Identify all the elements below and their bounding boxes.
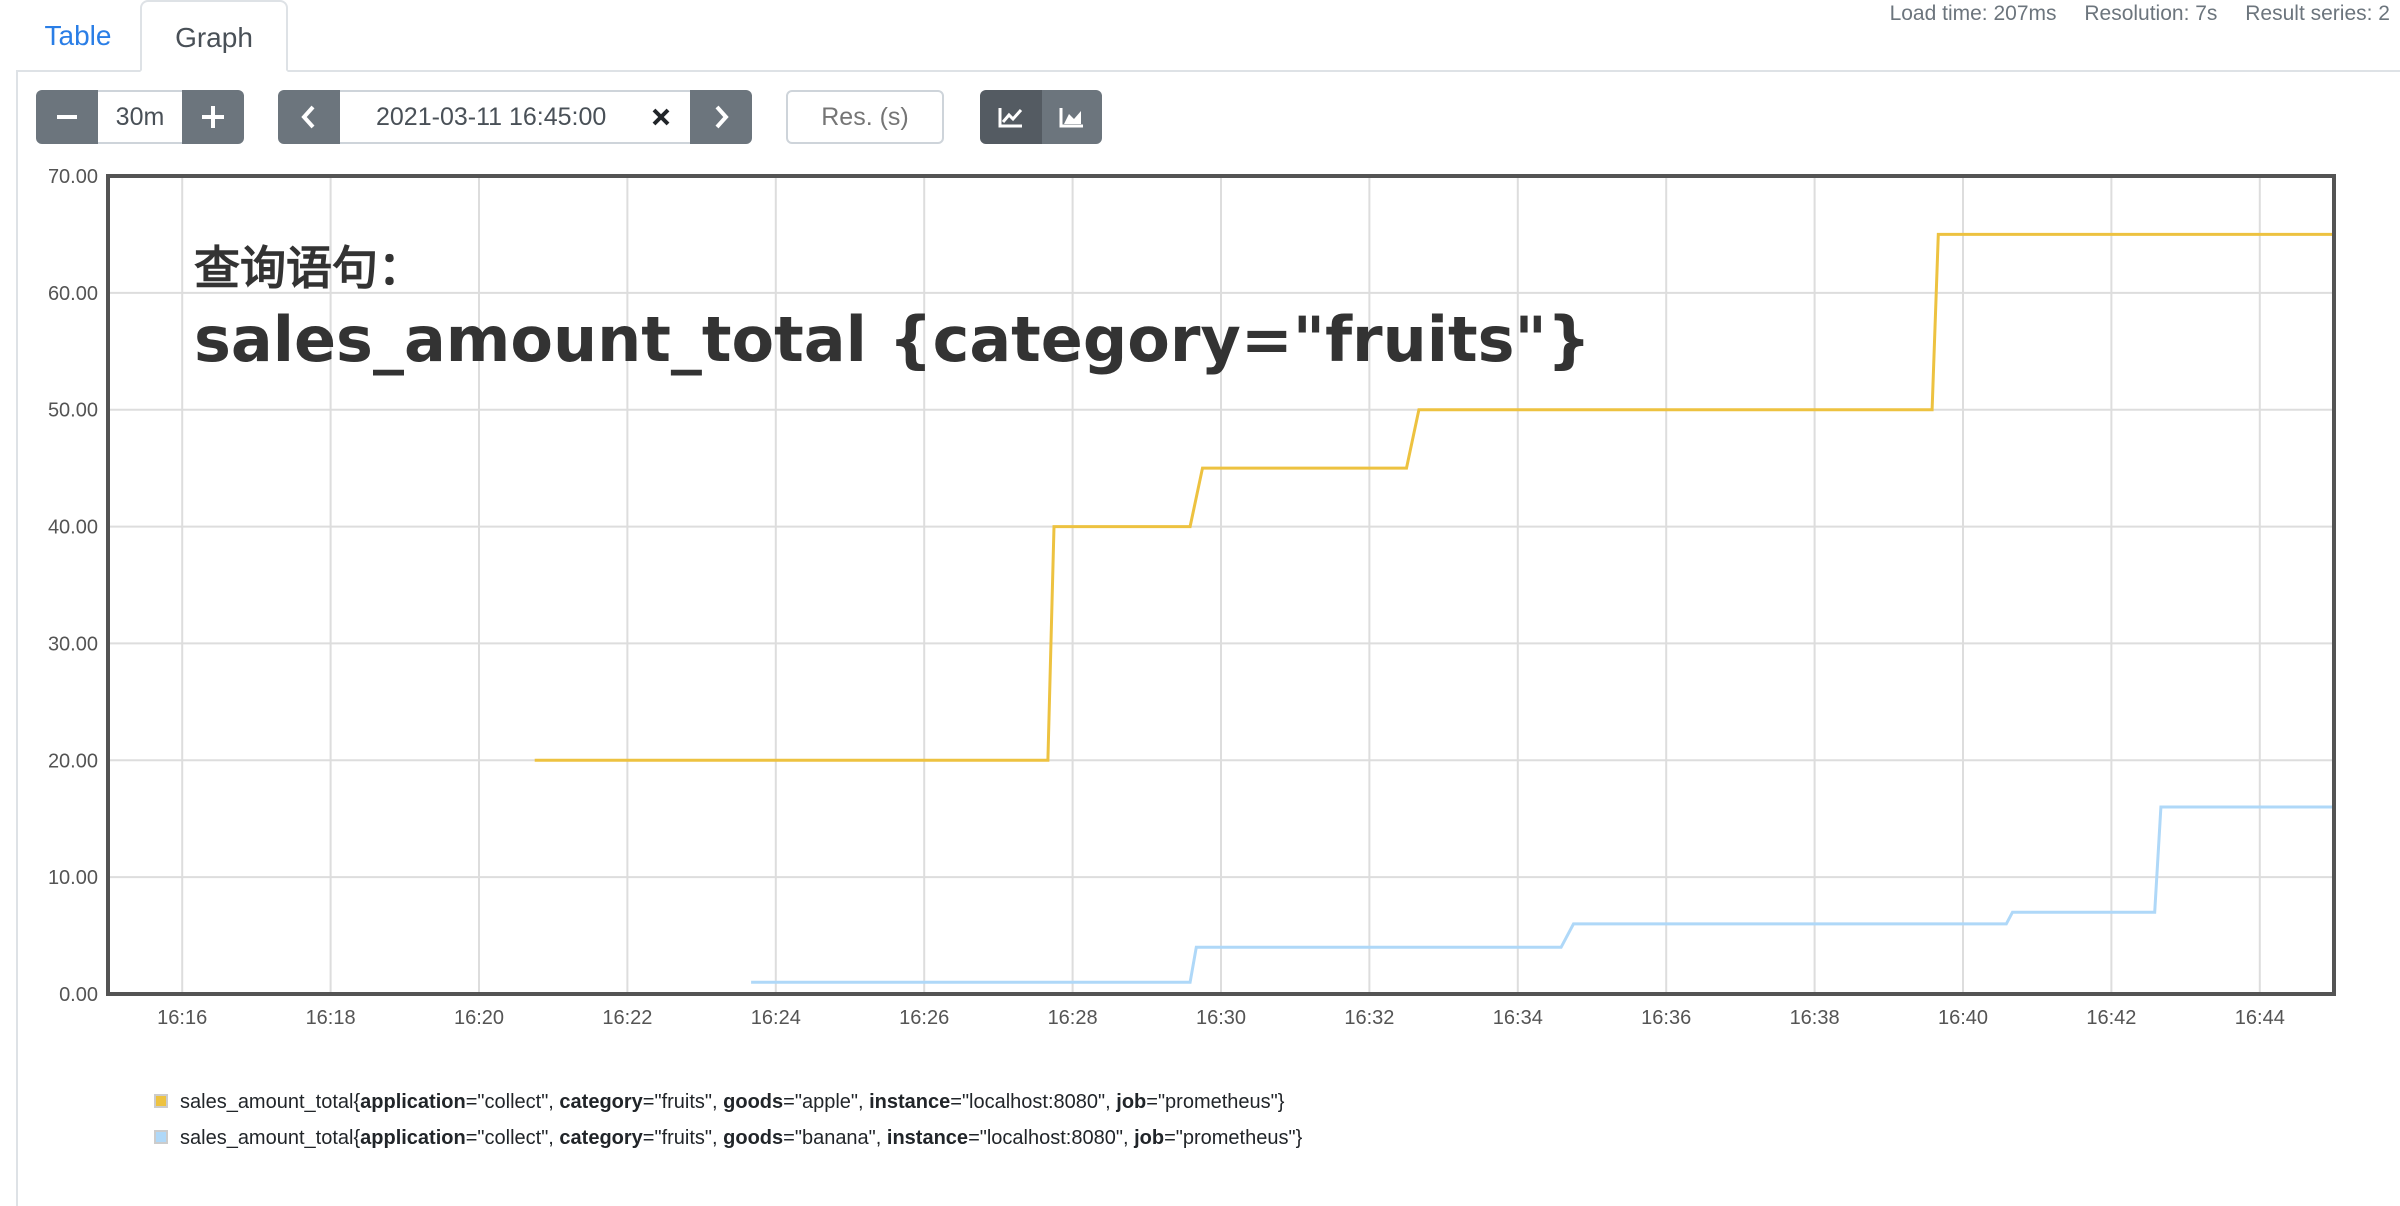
label-key: category	[559, 1127, 643, 1149]
resolution-input[interactable]	[786, 90, 944, 144]
x-tick-label: 16:26	[899, 1007, 949, 1029]
label-key: job	[1116, 1091, 1147, 1113]
legend-suffix: }	[1277, 1091, 1285, 1113]
legend-metric-name: sales_amount_total{	[180, 1091, 361, 1113]
label-value: "prometheus"	[1157, 1091, 1278, 1113]
label-value: "fruits"	[654, 1091, 713, 1113]
series-line-1	[534, 232, 2334, 762]
end-time-input[interactable]: 2021-03-11 16:45:00	[340, 90, 690, 144]
label-key: instance	[869, 1091, 951, 1113]
x-tick-label: 16:44	[2235, 1007, 2285, 1029]
line-chart-button[interactable]	[980, 90, 1042, 144]
chevron-left-icon	[301, 105, 315, 129]
y-tick-label: 40.00	[48, 517, 98, 539]
x-tick-label: 16:20	[454, 1007, 504, 1029]
resolution-stat: Resolution: 7s	[2084, 2, 2218, 25]
legend-suffix: }	[1295, 1127, 1303, 1149]
end-time-value: 2021-03-11 16:45:00	[376, 102, 607, 131]
legend-metric-name: sales_amount_total{	[180, 1127, 361, 1149]
minus-icon	[57, 115, 77, 119]
x-tick-label: 16:36	[1641, 1007, 1691, 1029]
y-tick-label: 20.00	[48, 750, 98, 772]
x-tick-label: 16:30	[1196, 1007, 1246, 1029]
y-tick-label: 0.00	[59, 984, 98, 1006]
label-key: instance	[886, 1127, 969, 1149]
label-value: "collect"	[477, 1091, 549, 1113]
label-value: "collect"	[477, 1127, 549, 1149]
tab-graph[interactable]: Graph	[140, 0, 288, 72]
legend-swatch	[154, 1093, 168, 1108]
line-chart-icon	[998, 108, 1023, 128]
label-key: application	[360, 1091, 466, 1113]
plus-icon	[202, 106, 224, 128]
tab-bar: Table Graph	[16, 0, 2392, 72]
clear-end-time-button[interactable]	[648, 104, 674, 130]
decrease-range-button[interactable]	[36, 90, 98, 144]
label-value: "prometheus"	[1175, 1127, 1296, 1149]
legend-item[interactable]: sales_amount_total{application="collect"…	[154, 1084, 1302, 1120]
area-chart-icon	[1059, 108, 1083, 128]
label-value: "apple"	[794, 1091, 858, 1113]
next-time-button[interactable]	[690, 90, 752, 144]
x-tick-label: 16:22	[602, 1007, 652, 1029]
chart-legend: sales_amount_total{application="collect"…	[154, 1084, 1302, 1156]
label-key: job	[1134, 1127, 1165, 1149]
x-tick-label: 16:24	[751, 1007, 801, 1029]
plot-border	[106, 174, 2336, 996]
load-time: Load time: 207ms	[1889, 2, 2057, 25]
x-tick-label: 16:18	[306, 1007, 356, 1029]
y-tick-label: 10.00	[48, 867, 98, 889]
query-annotation-heading: 查询语句：	[194, 241, 424, 295]
x-tick-label: 16:40	[1938, 1007, 1988, 1029]
tab-table[interactable]: Table	[44, 20, 112, 51]
area-chart-button[interactable]	[1042, 90, 1102, 144]
result-series-count: Result series: 2	[2245, 2, 2390, 25]
label-key: goods	[723, 1091, 784, 1113]
tab-divider	[16, 70, 2400, 72]
legend-item[interactable]: sales_amount_total{application="collect"…	[154, 1120, 1302, 1156]
query-annotation-expression: sales_amount_total {category="fruits"}	[194, 303, 1591, 376]
x-tick-label: 16:28	[1048, 1007, 1098, 1029]
query-annotation: 查询语句： sales_amount_total {category="frui…	[194, 232, 1591, 376]
y-tick-label: 30.00	[48, 633, 98, 655]
previous-time-button[interactable]	[278, 90, 340, 144]
label-value: "banana"	[794, 1127, 876, 1149]
label-value: "fruits"	[654, 1127, 713, 1149]
label-value: "localhost:8080"	[961, 1091, 1106, 1113]
panel-border	[16, 70, 18, 1206]
legend-swatch	[154, 1129, 168, 1144]
label-key: application	[360, 1127, 466, 1149]
y-tick-label: 60.00	[48, 283, 98, 305]
series-line-2	[751, 805, 2334, 984]
x-tick-label: 16:32	[1344, 1007, 1394, 1029]
label-key: goods	[723, 1127, 784, 1149]
x-tick-label: 16:42	[2086, 1007, 2136, 1029]
chevron-right-icon	[715, 105, 729, 129]
increase-range-button[interactable]	[182, 90, 244, 144]
close-icon	[652, 108, 670, 126]
x-tick-label: 16:38	[1790, 1007, 1840, 1029]
label-key: category	[559, 1091, 643, 1113]
range-value: 30m	[115, 102, 165, 131]
x-tick-label: 16:16	[157, 1007, 207, 1029]
y-tick-label: 50.00	[48, 400, 98, 422]
query-stats: Load time: 207ms Resolution: 7s Result s…	[1868, 2, 2390, 26]
y-tick-label: 70.00	[48, 166, 98, 188]
time-series-chart: 0.00 10.00 20.00 30.00 40.00 50.00 60.00 70.00 1…	[48, 166, 2336, 1029]
range-input[interactable]: 30m	[98, 90, 182, 144]
x-tick-label: 16:34	[1493, 1007, 1543, 1029]
label-value: "localhost:8080"	[979, 1127, 1123, 1149]
